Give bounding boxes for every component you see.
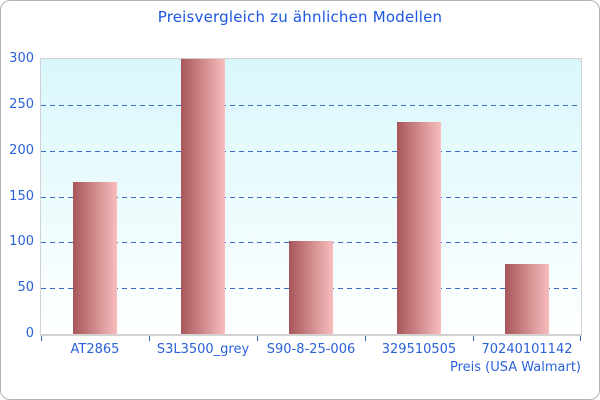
bar-S90-8-25-006 (289, 241, 333, 334)
y-label-100: 100 (9, 234, 34, 249)
bar-AT2865 (73, 182, 117, 334)
x-label-329510505: 329510505 (381, 342, 457, 357)
x-axis-title: Preis (USA Walmart) (449, 360, 581, 375)
y-label-0: 0 (25, 326, 34, 341)
bar-329510505 (397, 122, 441, 334)
x-tick-2 (257, 336, 258, 341)
chart-title: Preisvergleich zu ähnlichen Modellen (157, 8, 443, 26)
x-tick-5 (580, 336, 581, 341)
gridline-250 (41, 105, 581, 106)
bar-70240101142 (505, 264, 549, 334)
x-label-S3L3500_grey: S3L3500_grey (156, 342, 250, 357)
y-label-300: 300 (9, 51, 34, 66)
gridline-150 (41, 197, 581, 198)
y-label-250: 250 (9, 97, 34, 112)
y-label-50: 50 (17, 280, 34, 295)
bar-S3L3500_grey (181, 59, 225, 334)
plot-area (40, 58, 582, 336)
x-tick-3 (365, 336, 366, 341)
gridline-200 (41, 151, 581, 152)
x-label-S90-8-25-006: S90-8-25-006 (266, 342, 356, 357)
x-tick-0 (41, 336, 42, 341)
y-label-150: 150 (9, 189, 34, 204)
y-label-200: 200 (9, 143, 34, 158)
x-tick-1 (149, 336, 150, 341)
x-label-AT2865: AT2865 (70, 342, 120, 357)
x-tick-4 (473, 336, 474, 341)
x-label-70240101142: 70240101142 (481, 342, 573, 357)
